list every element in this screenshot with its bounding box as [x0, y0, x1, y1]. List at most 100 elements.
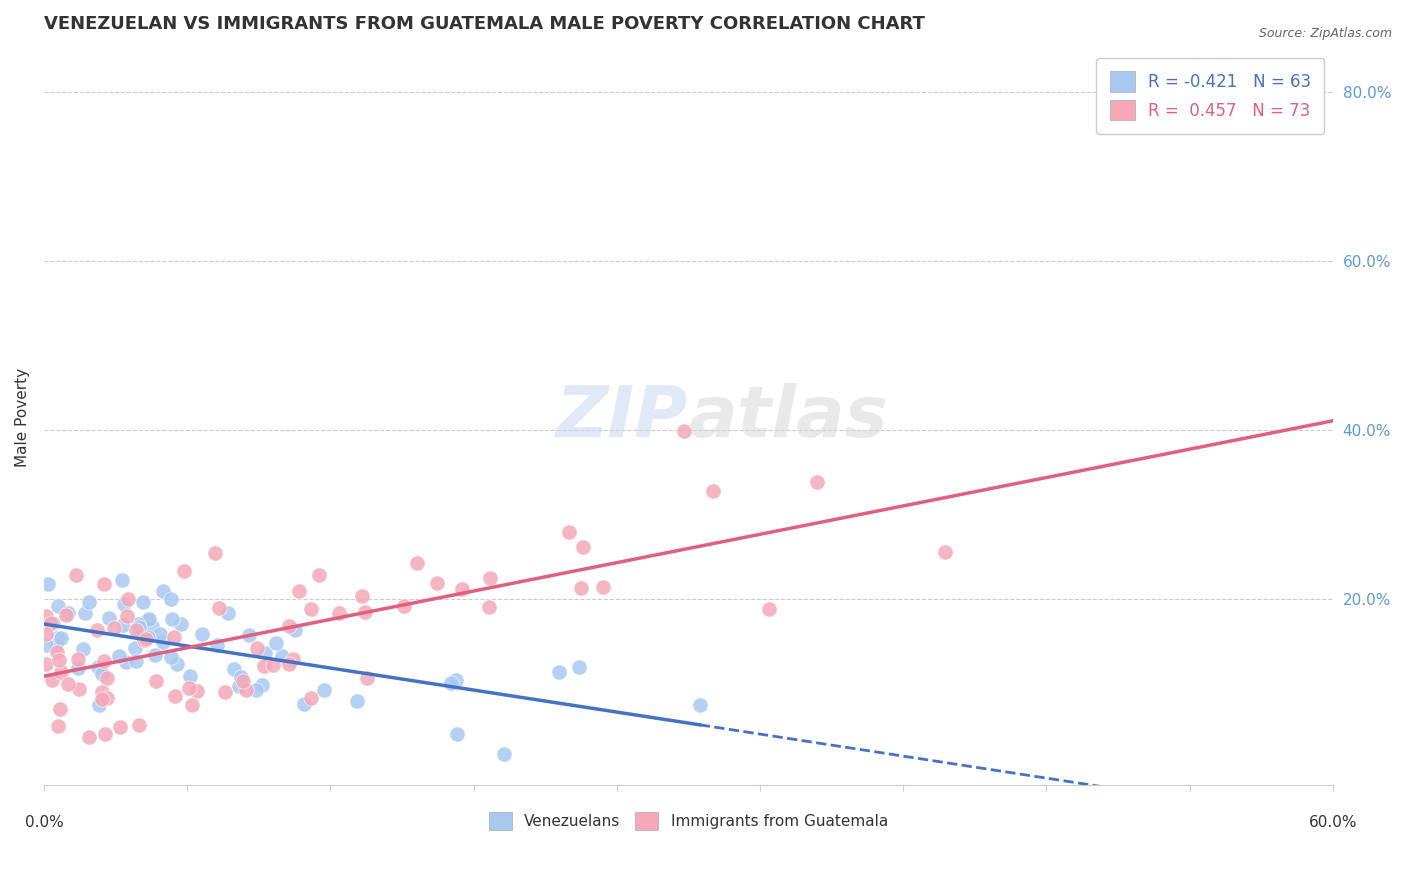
Point [145, 648, 167, 662]
Point [235, 683, 257, 698]
Point [35, 627, 58, 641]
Point [136, 613, 159, 627]
Point [45, 631, 67, 645]
Point [253, 659, 276, 673]
Point [152, 634, 174, 648]
Point [444, 673, 467, 688]
Point [112, 618, 135, 632]
Point [231, 670, 253, 684]
Point [37, 577, 59, 591]
Point [406, 556, 429, 570]
Point [41, 673, 63, 687]
Point [94, 727, 117, 741]
Point [568, 660, 591, 674]
Point [492, 747, 515, 761]
Point [353, 605, 375, 619]
Point [124, 623, 146, 637]
Text: ZIP: ZIP [557, 383, 689, 452]
Point [141, 619, 163, 633]
Point [35, 657, 58, 671]
Point [115, 655, 138, 669]
Point [299, 690, 322, 705]
Point [312, 683, 335, 698]
Point [179, 669, 201, 683]
Point [66, 651, 89, 665]
Point [93, 577, 115, 591]
Point [238, 628, 260, 642]
Point [72, 641, 94, 656]
Point [308, 568, 330, 582]
Text: 60.0%: 60.0% [1309, 814, 1357, 830]
Point [204, 546, 226, 560]
Point [190, 627, 212, 641]
Point [288, 583, 311, 598]
Point [132, 595, 155, 609]
Point [284, 623, 307, 637]
Point [149, 627, 172, 641]
Point [245, 683, 267, 698]
Point [222, 662, 245, 676]
Point [96, 671, 118, 685]
Point [49, 631, 72, 645]
Point [111, 573, 134, 587]
Point [292, 697, 315, 711]
Point [277, 619, 299, 633]
Legend: Venezuelans, Immigrants from Guatemala: Venezuelans, Immigrants from Guatemala [482, 805, 894, 837]
Point [134, 632, 156, 647]
Point [56, 677, 79, 691]
Point [165, 690, 187, 704]
Point [177, 681, 200, 695]
Point [571, 541, 593, 555]
Point [160, 591, 183, 606]
Point [127, 616, 149, 631]
Point [301, 602, 323, 616]
Point [205, 638, 228, 652]
Point [75, 606, 97, 620]
Point [96, 690, 118, 705]
Point [48, 653, 70, 667]
Point [86, 624, 108, 638]
Point [103, 622, 125, 636]
Point [271, 648, 294, 663]
Point [173, 564, 195, 578]
Point [214, 685, 236, 699]
Point [77, 595, 100, 609]
Point [46, 719, 69, 733]
Point [479, 571, 502, 585]
Text: 0.0%: 0.0% [24, 814, 63, 830]
Point [89, 698, 111, 712]
Point [45, 645, 67, 659]
Point [145, 673, 167, 688]
Point [346, 693, 368, 707]
Point [262, 658, 284, 673]
Point [426, 575, 449, 590]
Point [758, 602, 780, 616]
Point [569, 581, 592, 595]
Point [548, 665, 571, 679]
Point [42, 616, 65, 631]
Point [253, 647, 276, 661]
Point [91, 685, 114, 699]
Point [328, 606, 350, 620]
Point [246, 641, 269, 656]
Point [135, 632, 157, 646]
Point [160, 649, 183, 664]
Point [86, 660, 108, 674]
Point [217, 606, 239, 620]
Point [128, 717, 150, 731]
Point [152, 584, 174, 599]
Point [91, 691, 114, 706]
Point [58, 606, 80, 620]
Point [672, 425, 695, 439]
Point [35, 609, 58, 624]
Point [79, 730, 101, 744]
Point [67, 661, 90, 675]
Point [277, 657, 299, 671]
Point [446, 726, 468, 740]
Point [138, 611, 160, 625]
Point [356, 671, 378, 685]
Point [108, 720, 131, 734]
Point [232, 673, 254, 688]
Point [350, 590, 373, 604]
Point [592, 580, 614, 594]
